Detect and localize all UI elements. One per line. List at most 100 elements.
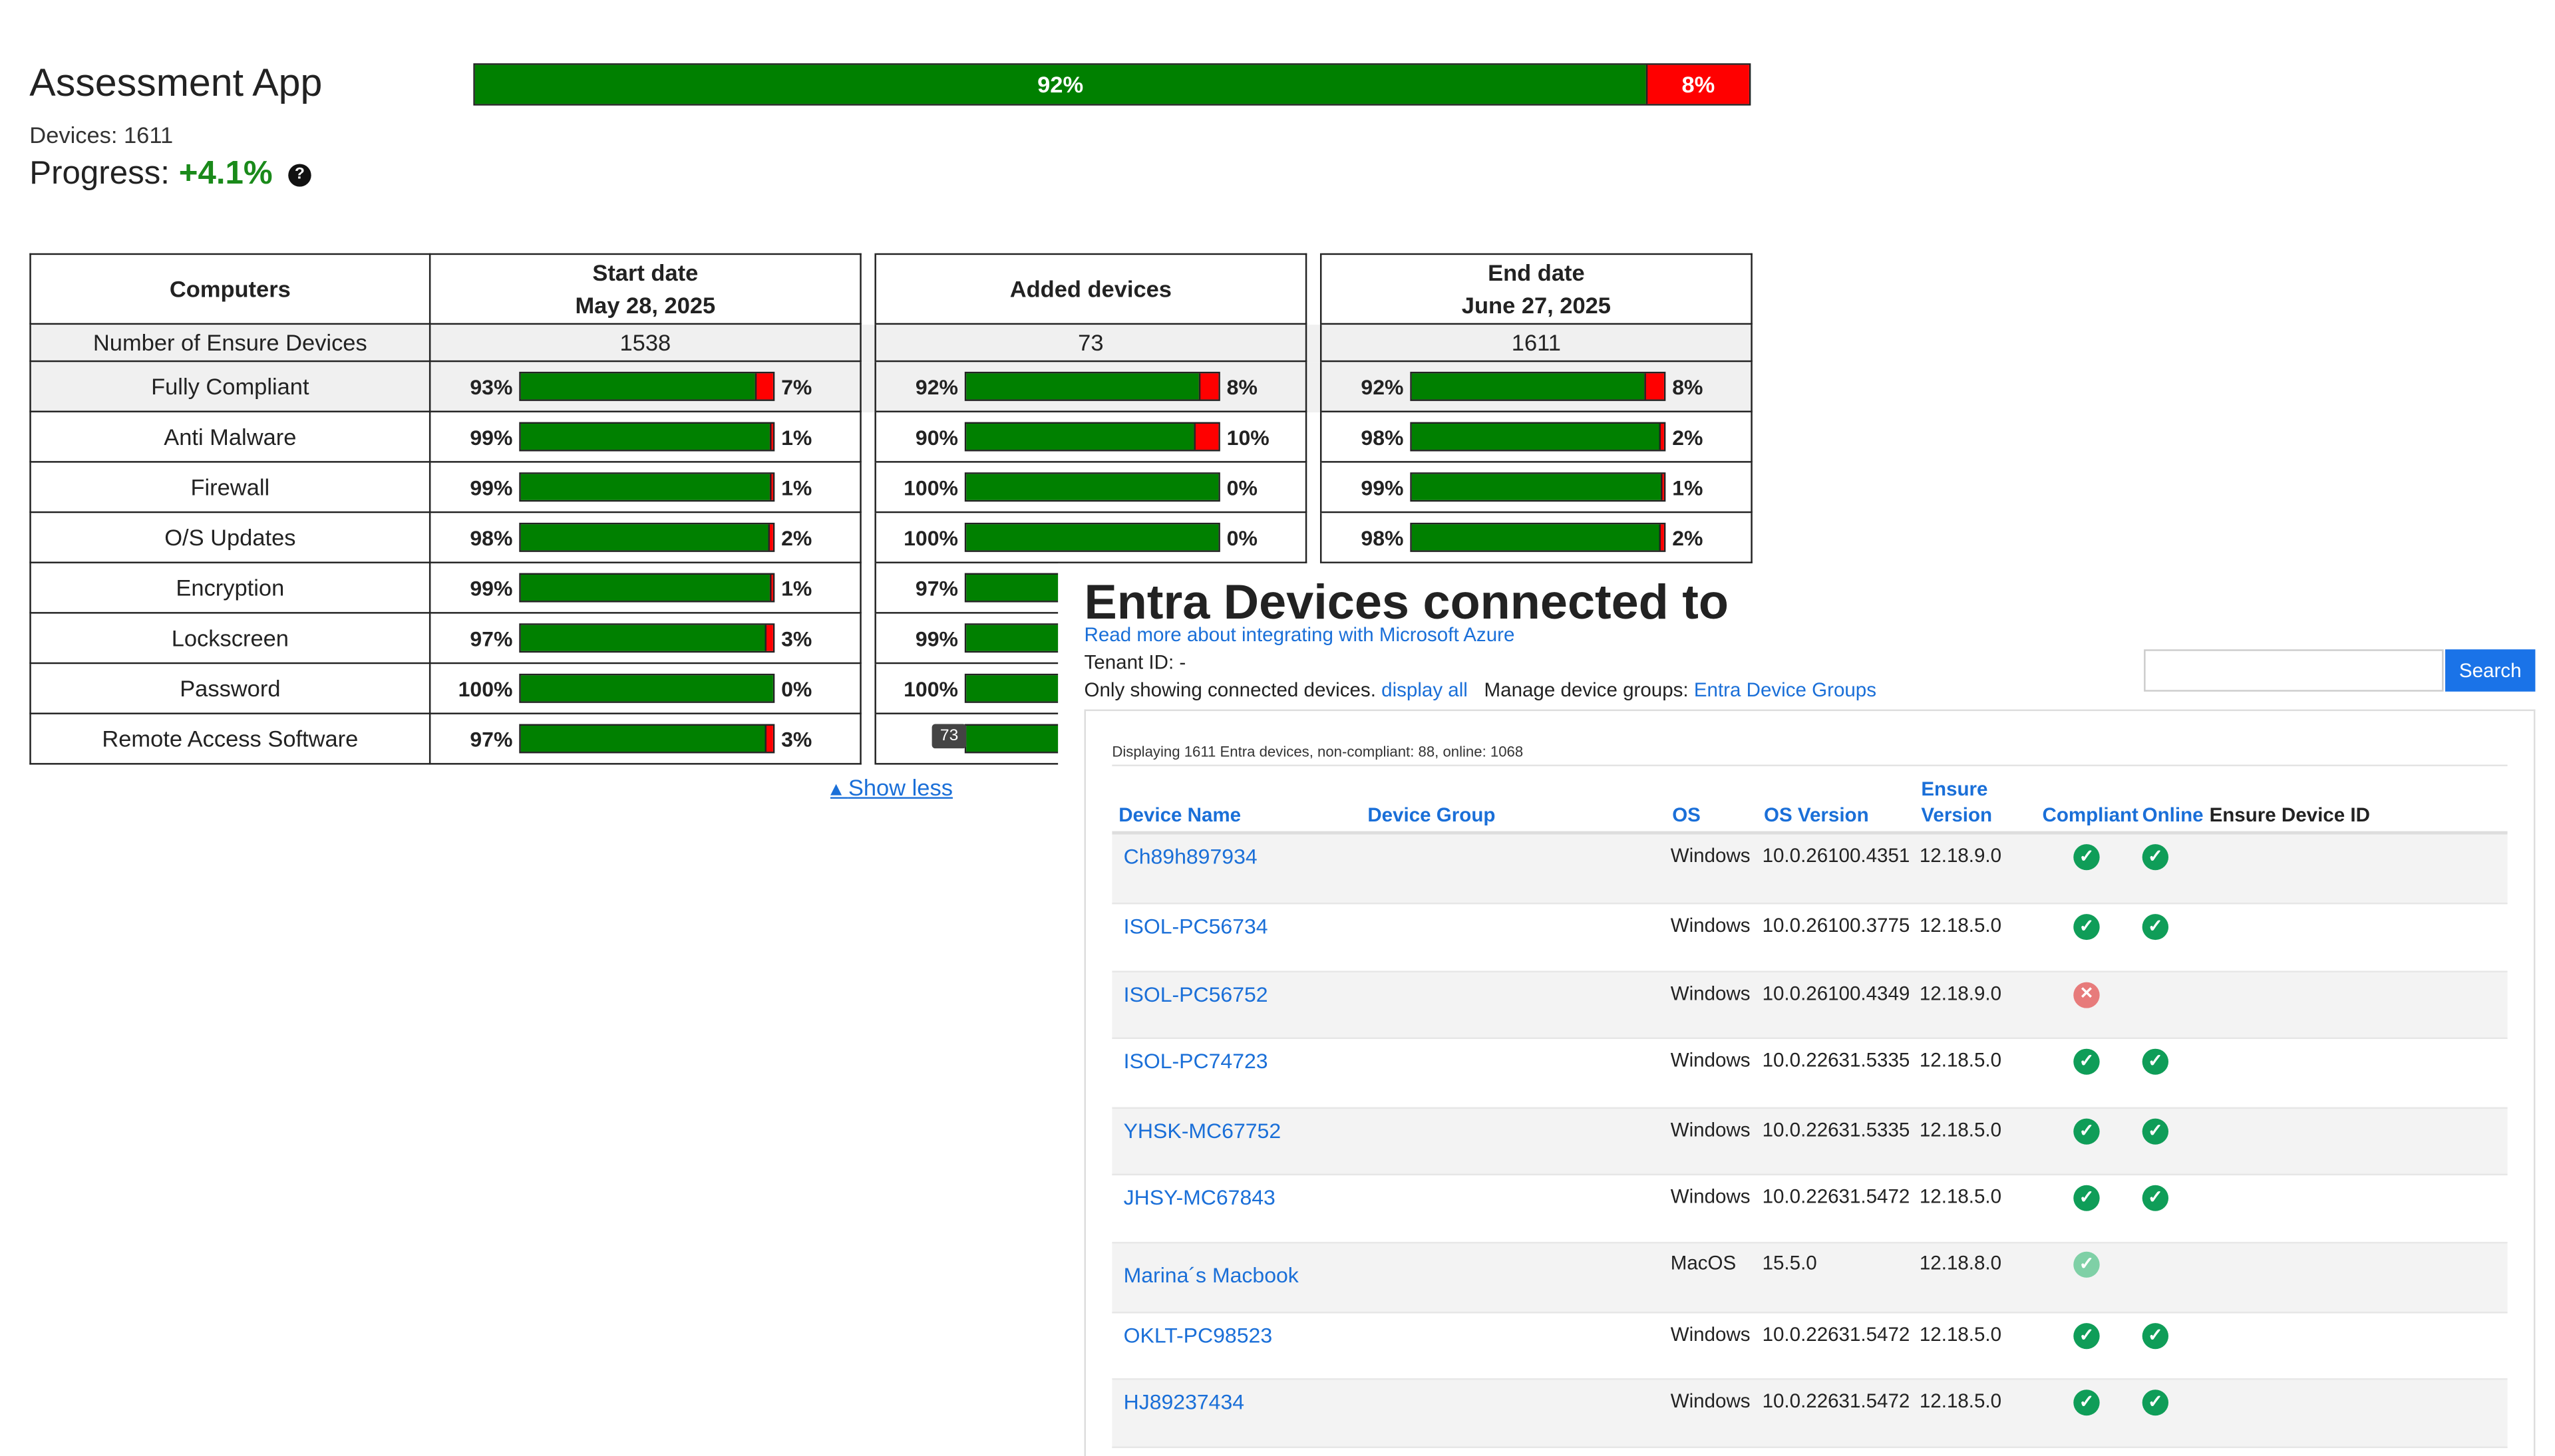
metric-row: Fully Compliant 93% 7% 92% 8% 92% 8% [29,360,1753,412]
compliant-percent: 99% [470,575,513,600]
compliant-check-icon: ✓ [2073,1118,2100,1145]
metric-cell-content: 100% 0% [876,513,1305,561]
header-computers: Computers [29,253,431,325]
col-device-name[interactable]: Device Name [1118,803,1242,827]
count-added: 73 [874,323,1307,363]
metric-cell: 98% 2% [428,511,862,563]
compliance-bar [519,623,775,653]
compliance-bar-green [1411,474,1662,500]
count-row: Number of Ensure Devices 1538 73 1611 [29,323,1753,363]
compliance-bar [519,673,775,703]
col-device-group[interactable]: Device Group [1367,803,1496,827]
column-gap [860,323,876,362]
metric-label: Fully Compliant [29,360,431,412]
table-row[interactable]: YHSK-MC67752 Windows 10.0.22631.5335 12.18.… [1112,1108,2508,1176]
compliance-bar [1410,422,1666,452]
search-button[interactable]: Search [2445,649,2536,692]
device-name-link[interactable]: ISOL-PC56752 [1123,982,1268,1007]
column-gap [860,713,876,764]
show-less-label[interactable]: Show less [848,774,953,801]
device-os-version: 10.0.22631.5335 [1762,1048,1910,1072]
compliant-check-icon: ✓ [2073,844,2100,871]
count-row-label: Number of Ensure Devices [29,323,431,363]
device-name-link[interactable]: OKLT-PC98523 [1123,1323,1273,1348]
header-start-title: Start date [592,259,699,286]
device-ensure-version: 12.18.5.0 [1919,914,2002,937]
device-os: Windows [1670,914,1751,937]
search-input[interactable] [2144,649,2444,692]
device-os: Windows [1670,1323,1751,1346]
device-name-link[interactable]: HJ89237434 [1123,1389,1245,1414]
col-ensure-version-line2[interactable]: Version [1921,803,1993,827]
metric-cell-content: 98% 2% [1321,412,1751,461]
noncompliant-percent: 0% [1226,525,1258,550]
col-ensure-version-line1[interactable]: Ensure [1921,778,1988,801]
metric-cell-content: 98% 2% [430,513,860,561]
device-name-link[interactable]: ISOL-PC74723 [1123,1048,1268,1074]
metric-cell: 98% 2% [1319,410,1753,463]
col-ensure-device-id: Ensure Device ID [2209,803,2370,827]
noncompliant-percent: 1% [781,474,812,500]
compliance-bar-green [1411,524,1659,551]
table-row[interactable]: OKLT-PC98523 Windows 10.0.22631.5472 12.18.… [1112,1314,2508,1380]
header-start-subtitle: May 28, 2025 [575,292,716,319]
col-compliant[interactable]: Compliant [2042,803,2138,827]
list-summary: Displaying 1611 Entra devices, non-compl… [1112,743,1524,760]
compliance-bar-green [1411,424,1659,450]
metric-cell: 99% 1% [428,461,862,513]
online-check-icon: ✓ [2142,1048,2169,1075]
noncompliant-percent: 2% [1672,525,1703,550]
table-row[interactable]: ISOL-PC56752 Windows 10.0.26100.4349 12.18.… [1112,972,2508,1040]
device-name-link[interactable]: Marina´s Macbook [1123,1262,1299,1288]
table-row[interactable]: ISOL-PC56734 Windows 10.0.26100.3775 12.18.… [1112,904,2508,972]
entra-devices-panel: Entra Devices connected to Read more abo… [1058,563,2555,1456]
col-os[interactable]: OS [1672,803,1701,827]
metric-label: Password [29,662,431,714]
overall-compliance-bar: 92% 8% [473,63,1751,106]
table-row[interactable]: Marina´s Macbook MacOS 15.5.0 12.18.8.0 ✓ [1112,1243,2508,1314]
table-row[interactable]: JHSY-MC67843 Windows 10.0.22631.5472 12.18.… [1112,1175,2508,1244]
table-row[interactable]: Ch89h897934 Windows 10.0.26100.4351 12.18.9… [1112,834,2508,905]
device-os: Windows [1670,1389,1751,1413]
device-groups-link[interactable]: Entra Device Groups [1693,678,1877,702]
metric-cell-content: 99% 1% [430,412,860,461]
compliant-check-icon: ✓ [2073,914,2100,941]
table-row[interactable]: ISOL-PC74723 Windows 10.0.22631.5335 12.18.… [1112,1039,2508,1109]
col-online[interactable]: Online [2142,803,2204,827]
metric-cell: 100% 0% [874,461,1307,513]
col-ensure-version[interactable]: Ensure Version [1921,776,1992,828]
device-name-link[interactable]: Ch89h897934 [1123,844,1258,869]
compliance-bar [519,472,775,502]
device-ensure-version: 12.18.5.0 [1919,1048,2002,1072]
column-gap [1305,462,1322,513]
column-gap [1305,512,1322,563]
show-less-link[interactable]: ▴ Show less [830,774,953,801]
device-os-version: 10.0.26100.4349 [1762,982,1910,1005]
online-check-icon: ✓ [2142,844,2169,871]
device-name-link[interactable]: JHSY-MC67843 [1123,1185,1276,1210]
device-os: Windows [1670,844,1751,867]
compliance-bar-red [770,575,773,601]
device-name-link[interactable]: YHSK-MC67752 [1123,1118,1281,1143]
question-circle-icon[interactable]: ? [288,164,311,187]
compliance-bar [1410,472,1666,502]
noncompliant-percent: 3% [781,625,812,651]
compliant-percent: 98% [1361,525,1404,550]
metric-row: O/S Updates 98% 2% 100% 0% 98% 2% [29,511,1753,563]
header-end-subtitle: June 27, 2025 [1461,292,1611,319]
azure-integration-link[interactable]: Read more about integrating with Microso… [1084,623,1515,647]
device-name-link[interactable]: ISOL-PC56734 [1123,914,1268,939]
table-row[interactable]: HJ89237434 Windows 10.0.22631.5472 12.18.5.… [1112,1380,2508,1449]
display-all-link[interactable]: display all [1381,678,1468,702]
compliant-percent: 92% [1361,374,1404,399]
column-gap [860,562,876,613]
compliance-bar-red [765,725,773,752]
compliant-check-icon: ✓ [2073,1323,2100,1350]
compliance-bar-green [966,424,1194,450]
compliant-percent: 97% [470,726,513,751]
compliance-bar [964,422,1220,452]
col-os-version[interactable]: OS Version [1764,803,1869,827]
progress-label: Progress: [29,156,170,192]
device-ensure-version: 12.18.5.0 [1919,1389,2002,1413]
noncompliant-percent: 0% [781,676,812,701]
